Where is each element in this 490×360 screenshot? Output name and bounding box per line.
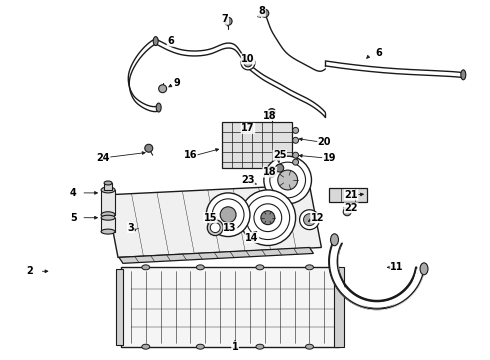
Circle shape [264,156,312,204]
Text: 9: 9 [173,78,180,88]
Circle shape [261,9,269,17]
Ellipse shape [153,37,158,46]
Text: 11: 11 [390,262,404,272]
Ellipse shape [101,187,115,193]
Circle shape [241,56,255,70]
Polygon shape [329,188,367,202]
Polygon shape [101,190,115,215]
Polygon shape [101,218,115,231]
Ellipse shape [306,344,314,349]
Circle shape [159,85,167,93]
Circle shape [303,214,316,226]
Polygon shape [116,269,123,345]
Polygon shape [121,267,339,347]
Ellipse shape [256,265,264,270]
Circle shape [343,208,351,216]
Ellipse shape [142,265,150,270]
Circle shape [293,159,298,165]
Text: 25: 25 [273,150,287,160]
Ellipse shape [104,181,112,185]
Circle shape [210,223,220,233]
Ellipse shape [101,215,115,220]
Text: 1: 1 [232,342,239,352]
Ellipse shape [331,234,339,246]
Circle shape [145,144,153,152]
Text: 2: 2 [26,266,33,276]
Ellipse shape [101,229,115,234]
Text: 15: 15 [203,213,217,223]
Text: 18: 18 [263,167,277,177]
Text: 8: 8 [258,6,265,16]
Ellipse shape [306,265,314,270]
Text: 12: 12 [311,213,324,223]
Circle shape [254,204,282,231]
Ellipse shape [142,344,150,349]
Text: 21: 21 [344,190,358,200]
Polygon shape [334,267,344,347]
Ellipse shape [420,263,428,275]
Text: 6: 6 [375,48,382,58]
Text: 14: 14 [245,233,259,243]
Text: 5: 5 [70,213,77,223]
Ellipse shape [101,212,115,218]
Text: 17: 17 [241,123,255,134]
Circle shape [224,17,232,25]
Ellipse shape [196,344,204,349]
Circle shape [276,164,284,172]
Text: 19: 19 [322,153,336,163]
Text: 16: 16 [184,150,197,160]
Text: 13: 13 [223,222,237,233]
Circle shape [299,210,319,230]
Ellipse shape [256,344,264,349]
Circle shape [270,162,306,198]
Ellipse shape [156,103,161,112]
Text: 23: 23 [241,175,255,185]
Text: 18: 18 [263,111,277,121]
Polygon shape [119,247,314,264]
Circle shape [293,152,298,158]
Text: 24: 24 [97,153,110,163]
Text: 6: 6 [167,36,174,46]
Circle shape [268,109,276,117]
Text: 7: 7 [222,14,228,24]
Circle shape [206,193,250,237]
Text: 4: 4 [70,188,77,198]
Circle shape [293,127,298,133]
Circle shape [267,167,277,177]
Circle shape [246,196,290,239]
Text: 10: 10 [241,54,255,64]
Ellipse shape [196,265,204,270]
Circle shape [261,211,275,225]
Circle shape [207,220,223,235]
Polygon shape [106,185,321,257]
Text: 20: 20 [318,137,331,147]
Circle shape [278,170,297,190]
Ellipse shape [461,70,466,80]
Text: 3: 3 [127,222,134,233]
Text: 22: 22 [344,203,358,213]
Circle shape [220,207,236,223]
Circle shape [293,137,298,143]
Polygon shape [222,122,292,168]
Circle shape [212,199,244,231]
Circle shape [240,190,295,246]
Circle shape [244,59,252,67]
Polygon shape [104,183,112,190]
